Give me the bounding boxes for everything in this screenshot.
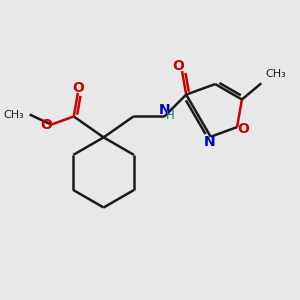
Text: O: O: [72, 81, 84, 95]
Text: O: O: [237, 122, 249, 136]
Text: CH₃: CH₃: [266, 69, 286, 79]
Text: N: N: [203, 135, 215, 149]
Text: H: H: [166, 109, 175, 122]
Text: CH₃: CH₃: [3, 110, 24, 119]
Text: N: N: [159, 103, 171, 117]
Text: O: O: [173, 59, 184, 74]
Text: O: O: [40, 118, 52, 132]
